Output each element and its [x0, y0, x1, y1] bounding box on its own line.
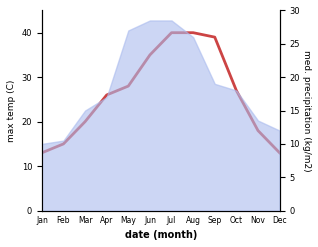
- X-axis label: date (month): date (month): [125, 230, 197, 240]
- Y-axis label: max temp (C): max temp (C): [7, 79, 16, 142]
- Y-axis label: med. precipitation (kg/m2): med. precipitation (kg/m2): [302, 50, 311, 171]
